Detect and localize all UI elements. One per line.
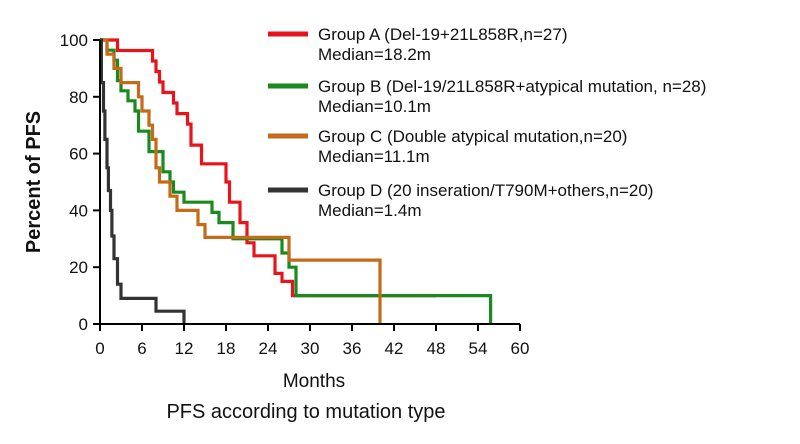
y-tick-label: 60	[69, 145, 88, 164]
x-tick-label: 18	[217, 339, 236, 358]
x-ticks: 0 6 12 18 24 30 36 42 48 54 60	[95, 324, 529, 358]
y-tick-label: 0	[79, 315, 88, 334]
y-tick-label: 40	[69, 201, 88, 220]
series-line-group-d	[99, 38, 186, 324]
series-line-group-c	[100, 38, 382, 324]
legend-median: Median=11.1m	[318, 147, 430, 166]
x-tick-label: 48	[427, 339, 446, 358]
series-line-group-b	[100, 38, 493, 324]
x-tick-label: 24	[259, 339, 278, 358]
legend-label: Group C (Double atypical mutation,n=20)	[318, 127, 627, 146]
x-tick-label: 60	[511, 339, 530, 358]
legend-label: Group D (20 inseration/T790M+others,n=20…	[318, 181, 653, 200]
legend: Group A (Del-19+21L858R,n=27)Median=18.2…	[268, 25, 706, 220]
y-tick-label: 20	[69, 258, 88, 277]
plot-area	[99, 38, 493, 324]
y-axis-title: Percent of PFS	[23, 111, 45, 253]
x-tick-label: 30	[301, 339, 320, 358]
legend-label: Group A (Del-19+21L858R,n=27)	[318, 25, 568, 44]
y-tick-label: 100	[60, 31, 88, 50]
y-ticks: 0 20 40 60 80 100	[60, 31, 100, 334]
series-line-group-a	[100, 38, 436, 298]
x-axis-title: Months	[283, 371, 345, 392]
x-tick-label: 0	[95, 339, 104, 358]
x-tick-label: 42	[385, 339, 404, 358]
legend-label: Group B (Del-19/21L858R+atypical mutatio…	[318, 77, 706, 96]
x-tick-label: 54	[469, 339, 488, 358]
legend-median: Median=18.2m	[318, 45, 431, 64]
y-tick-label: 80	[69, 88, 88, 107]
legend-median: Median=1.4m	[318, 201, 421, 220]
x-tick-label: 6	[137, 339, 146, 358]
x-tick-label: 12	[175, 339, 194, 358]
chart-caption: PFS according to mutation type	[166, 401, 445, 423]
x-tick-label: 36	[343, 339, 362, 358]
legend-median: Median=10.1m	[318, 97, 431, 116]
